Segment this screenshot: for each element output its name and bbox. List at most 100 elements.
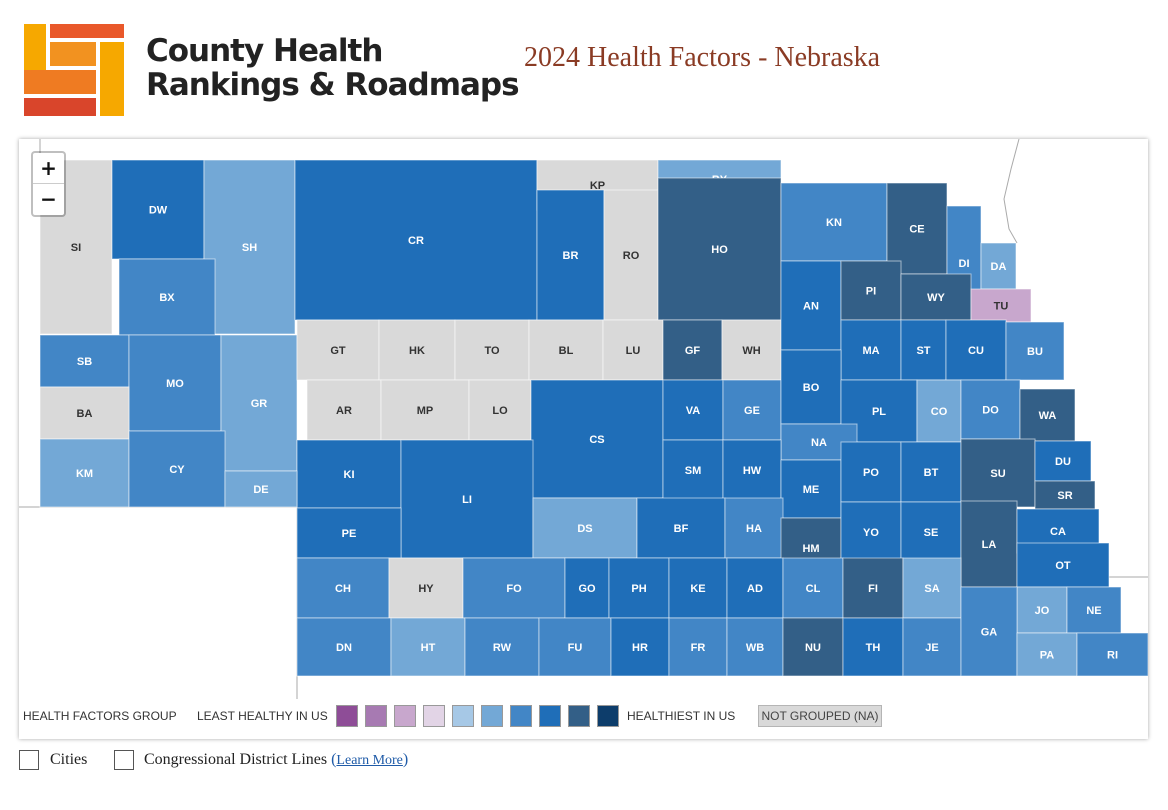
county-shape[interactable] — [970, 288, 1032, 323]
county-shape[interactable] — [960, 500, 1018, 588]
county-shape[interactable] — [900, 501, 962, 563]
county-shape[interactable] — [538, 617, 612, 677]
county-shape[interactable] — [224, 470, 298, 508]
county-shape[interactable] — [1016, 542, 1110, 588]
county-ba[interactable]: BA — [39, 386, 130, 440]
county-ke[interactable]: KE — [668, 557, 728, 619]
county-sr[interactable]: SR — [1034, 480, 1096, 510]
county-shape[interactable] — [780, 260, 842, 351]
county-shape[interactable] — [726, 557, 784, 619]
county-sh[interactable]: SH — [203, 159, 296, 335]
county-shape[interactable] — [1005, 321, 1065, 381]
county-do[interactable]: DO — [960, 379, 1021, 440]
county-shape[interactable] — [1016, 586, 1068, 634]
county-va[interactable]: VA — [662, 379, 724, 441]
county-fr[interactable]: FR — [668, 617, 728, 677]
logo-wordmark[interactable]: County Health Rankings & Roadmaps — [146, 34, 520, 102]
county-ge[interactable]: GE — [722, 379, 782, 441]
county-shape[interactable] — [724, 497, 784, 559]
county-shape[interactable] — [296, 507, 402, 559]
county-shape[interactable] — [657, 177, 782, 321]
county-po[interactable]: PO — [840, 441, 902, 503]
county-shape[interactable] — [564, 557, 610, 619]
county-shape[interactable] — [782, 617, 844, 677]
county-shape[interactable] — [1034, 440, 1092, 482]
county-shape[interactable] — [780, 459, 842, 519]
county-shape[interactable] — [636, 497, 726, 559]
county-ga[interactable]: GA — [960, 586, 1018, 677]
county-shape[interactable] — [902, 557, 962, 619]
county-hr[interactable]: HR — [610, 617, 670, 677]
county-shape[interactable] — [530, 379, 664, 499]
county-shape[interactable] — [220, 334, 298, 472]
county-wa[interactable]: WA — [1019, 388, 1076, 442]
county-shape[interactable] — [532, 497, 638, 559]
county-shape[interactable] — [886, 182, 948, 275]
county-ot[interactable]: OT — [1016, 542, 1110, 588]
county-ma[interactable]: MA — [840, 319, 902, 381]
county-sm[interactable]: SM — [662, 439, 724, 501]
county-shape[interactable] — [294, 159, 538, 321]
county-yo[interactable]: YO — [840, 501, 902, 563]
county-pe[interactable]: PE — [296, 507, 402, 559]
county-shape[interactable] — [900, 441, 962, 503]
county-shape[interactable] — [296, 439, 402, 509]
county-wh[interactable]: WH — [721, 319, 782, 381]
county-bf[interactable]: BF — [636, 497, 726, 559]
county-dn[interactable]: DN — [296, 617, 392, 677]
chr-logo-icon[interactable] — [24, 24, 124, 116]
county-shape[interactable] — [662, 379, 724, 441]
county-se[interactable]: SE — [900, 501, 962, 563]
county-pa[interactable]: PA — [1016, 632, 1078, 677]
county-lo[interactable]: LO — [468, 379, 532, 441]
county-mo[interactable]: MO — [128, 334, 222, 432]
county-shape[interactable] — [662, 439, 724, 501]
county-shape[interactable] — [464, 617, 540, 677]
county-la[interactable]: LA — [960, 500, 1018, 588]
county-fu[interactable]: FU — [538, 617, 612, 677]
county-shape[interactable] — [1076, 632, 1148, 677]
county-hy[interactable]: HY — [388, 557, 464, 619]
county-shape[interactable] — [378, 319, 456, 381]
county-fi[interactable]: FI — [842, 557, 904, 619]
county-shape[interactable] — [390, 617, 466, 677]
county-shape[interactable] — [668, 617, 728, 677]
county-st[interactable]: ST — [900, 319, 947, 381]
congressional-district-checkbox[interactable] — [114, 750, 134, 770]
county-de[interactable]: DE — [224, 470, 298, 508]
county-ar[interactable]: AR — [306, 379, 382, 441]
county-da[interactable]: DA — [980, 242, 1017, 290]
county-shape[interactable] — [203, 159, 296, 335]
county-ki[interactable]: KI — [296, 439, 402, 509]
county-shape[interactable] — [296, 617, 392, 677]
county-shape[interactable] — [528, 319, 604, 381]
county-an[interactable]: AN — [780, 260, 842, 351]
county-shape[interactable] — [902, 617, 962, 677]
county-shape[interactable] — [722, 439, 782, 501]
county-sa[interactable]: SA — [902, 557, 962, 619]
county-shape[interactable] — [306, 379, 382, 441]
county-dw[interactable]: DW — [111, 159, 205, 260]
county-ri[interactable]: RI — [1076, 632, 1148, 677]
learn-more-link[interactable]: Learn More — [336, 753, 403, 768]
county-shape[interactable] — [900, 273, 972, 321]
county-cs[interactable]: CS — [530, 379, 664, 499]
county-kn[interactable]: KN — [780, 182, 888, 262]
county-shape[interactable] — [960, 586, 1018, 677]
county-ch[interactable]: CH — [296, 557, 390, 619]
county-nu[interactable]: NU — [782, 617, 844, 677]
county-hw[interactable]: HW — [722, 439, 782, 501]
county-me[interactable]: ME — [780, 459, 842, 519]
county-shape[interactable] — [662, 319, 723, 381]
county-tu[interactable]: TU — [970, 288, 1032, 323]
county-co[interactable]: CO — [916, 379, 962, 443]
county-shape[interactable] — [840, 441, 902, 503]
county-cu[interactable]: CU — [945, 319, 1007, 381]
county-gt[interactable]: GT — [296, 319, 380, 381]
county-ha[interactable]: HA — [724, 497, 784, 559]
county-shape[interactable] — [128, 430, 226, 508]
county-li[interactable]: LI — [400, 439, 534, 559]
county-shape[interactable] — [980, 242, 1017, 290]
zoom-in-button[interactable]: + — [40, 156, 57, 180]
county-shape[interactable] — [536, 189, 605, 321]
